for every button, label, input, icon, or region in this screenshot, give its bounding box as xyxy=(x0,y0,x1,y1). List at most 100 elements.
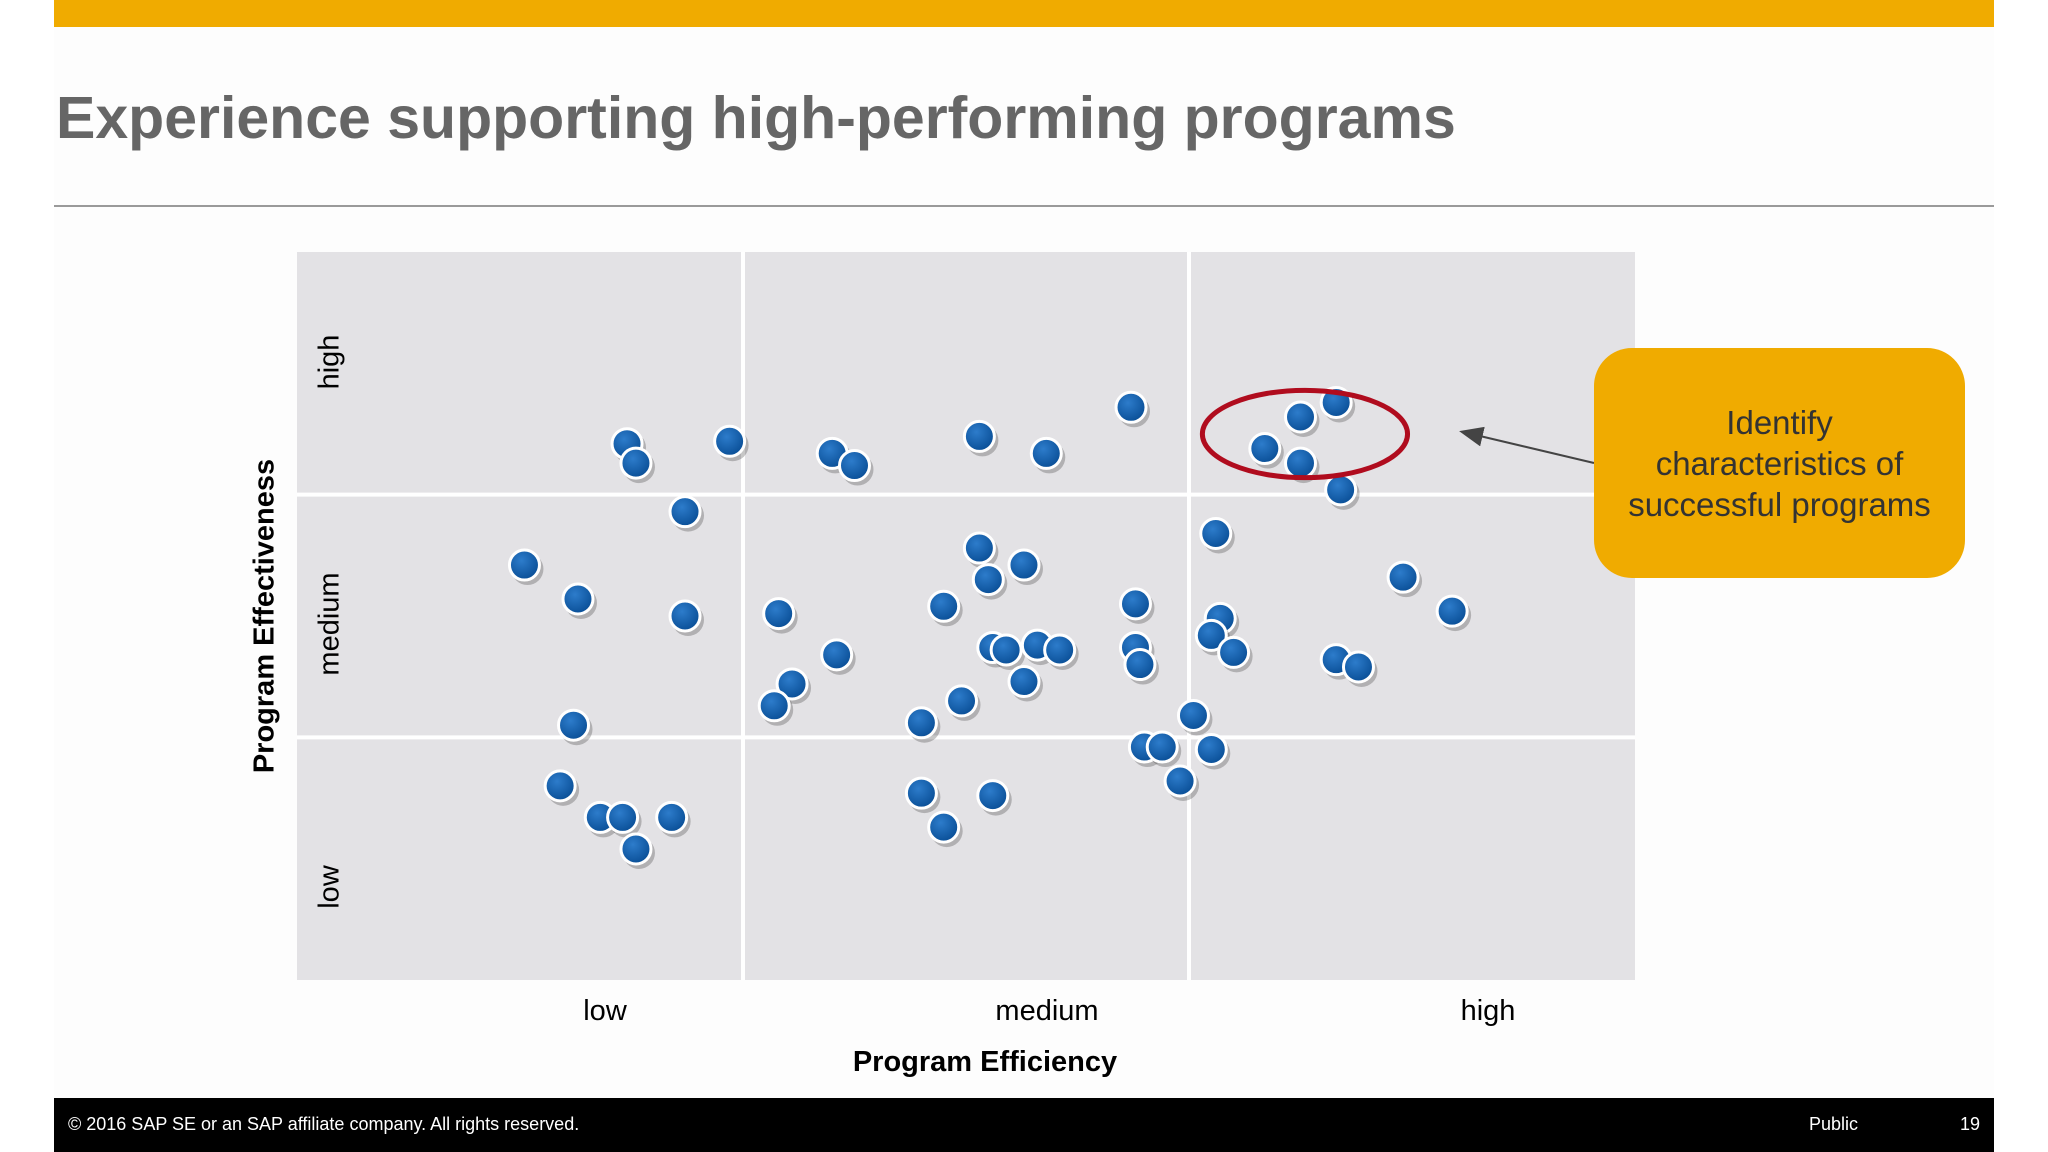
data-point-marker xyxy=(775,667,809,701)
data-point xyxy=(927,589,963,627)
data-point-marker xyxy=(1043,633,1077,667)
data-point-marker xyxy=(1386,560,1420,594)
data-point xyxy=(507,548,544,586)
data-point xyxy=(543,769,580,806)
data-point xyxy=(945,684,981,721)
data-point xyxy=(1248,432,1284,469)
data-point xyxy=(1194,732,1231,770)
data-point xyxy=(557,708,593,746)
data-point xyxy=(962,419,999,457)
x-tick-low: low xyxy=(583,995,627,1027)
copyright-text: © 2016 SAP SE or an SAP affiliate compan… xyxy=(68,1114,580,1134)
page-number: 19 xyxy=(1960,1114,1981,1134)
data-point-marker xyxy=(945,684,979,718)
data-point xyxy=(1341,650,1378,687)
scatter-plot xyxy=(297,252,1635,980)
data-point xyxy=(1043,633,1079,670)
data-point xyxy=(989,633,1026,670)
data-point-marker xyxy=(619,832,653,866)
data-point xyxy=(1435,594,1472,632)
data-point-marker xyxy=(904,776,938,810)
data-point xyxy=(904,776,941,814)
data-point xyxy=(1163,764,1200,802)
data-point-marker xyxy=(543,769,577,803)
data-point-marker xyxy=(1248,432,1282,466)
data-point-marker xyxy=(904,706,938,740)
data-point-marker xyxy=(1176,698,1210,732)
data-point xyxy=(1007,665,1043,702)
data-point xyxy=(668,495,705,532)
data-point xyxy=(1199,516,1235,554)
data-point-marker xyxy=(1163,764,1197,798)
data-point-marker xyxy=(820,638,854,672)
data-point-marker xyxy=(1118,587,1152,621)
data-point-marker xyxy=(1114,390,1148,424)
data-point xyxy=(619,832,655,869)
highlight-ellipse xyxy=(1199,387,1411,481)
data-point-marker xyxy=(1435,594,1469,628)
classification-label: Public xyxy=(1809,1114,1859,1134)
data-point-marker xyxy=(989,633,1023,667)
data-point xyxy=(1145,730,1182,768)
callout-text: Identify characteristics of successful p… xyxy=(1628,403,1931,523)
data-point-marker xyxy=(655,800,689,834)
data-point-marker xyxy=(757,689,791,723)
data-point-marker xyxy=(1284,400,1317,434)
data-point xyxy=(757,689,794,726)
data-point xyxy=(1007,548,1043,586)
data-point xyxy=(606,800,642,838)
data-point-marker xyxy=(962,531,996,565)
data-point xyxy=(762,597,798,634)
accent-bar xyxy=(54,0,1994,27)
data-point-marker xyxy=(1217,635,1251,669)
data-point-marker xyxy=(1123,648,1157,682)
data-point-marker xyxy=(762,597,796,631)
data-point xyxy=(1284,400,1320,438)
data-point-marker xyxy=(561,582,595,616)
data-point-marker xyxy=(838,449,871,483)
data-point-marker xyxy=(927,589,961,623)
data-point xyxy=(1176,698,1213,736)
data-point-marker xyxy=(1341,650,1375,684)
data-point xyxy=(713,424,749,462)
data-point-marker xyxy=(1145,730,1179,764)
title-divider xyxy=(54,205,1994,207)
data-point-marker xyxy=(1029,436,1063,470)
data-point-marker xyxy=(976,779,1010,813)
footer-bar: © 2016 SAP SE or an SAP affiliate compan… xyxy=(54,1098,1994,1152)
data-point xyxy=(1114,390,1151,428)
data-point xyxy=(971,563,1008,600)
data-point xyxy=(1029,436,1066,474)
data-point-marker xyxy=(1194,732,1228,766)
callout-arrow xyxy=(1459,426,1595,464)
data-point xyxy=(962,531,999,569)
data-point xyxy=(668,599,705,636)
data-point xyxy=(838,449,874,486)
data-point xyxy=(820,638,856,675)
data-point xyxy=(561,582,597,620)
data-point-marker xyxy=(1199,516,1233,550)
data-point xyxy=(1123,648,1159,685)
plot-background xyxy=(297,252,1635,980)
data-point-marker xyxy=(713,424,747,458)
data-point-marker xyxy=(971,563,1005,597)
x-axis-title: Program Efficiency xyxy=(852,1046,1118,1078)
data-point xyxy=(1217,635,1253,673)
x-tick-high: high xyxy=(1460,995,1516,1027)
data-point-marker xyxy=(1194,618,1228,652)
data-point xyxy=(1324,473,1360,510)
data-point xyxy=(655,800,691,838)
data-point xyxy=(1118,587,1155,624)
data-point-marker xyxy=(606,800,640,834)
slide-title: Experience supporting high-performing pr… xyxy=(56,85,1456,151)
data-point xyxy=(976,779,1012,816)
data-point xyxy=(619,446,655,484)
x-tick-medium: medium xyxy=(995,995,1099,1027)
data-point-marker xyxy=(557,708,591,742)
data-point-marker xyxy=(1007,548,1041,582)
data-point-marker xyxy=(668,599,702,633)
callout-box: Identify characteristics of successful p… xyxy=(1594,348,1965,578)
data-point-marker xyxy=(962,419,996,453)
data-point xyxy=(1386,560,1423,598)
